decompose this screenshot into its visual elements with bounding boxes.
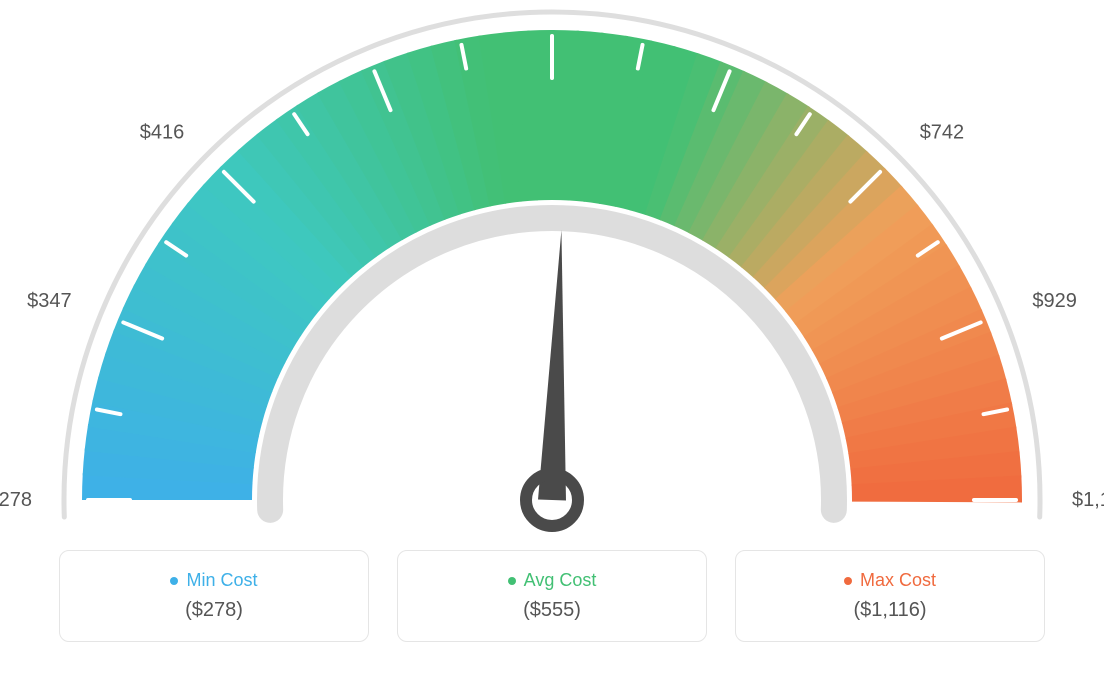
legend-card-max: Max Cost ($1,116) bbox=[735, 550, 1045, 642]
legend-value-max: ($1,116) bbox=[853, 599, 926, 622]
legend-label-max: Max Cost bbox=[860, 570, 936, 591]
legend-value-avg: ($555) bbox=[523, 599, 581, 622]
legend-dot-min bbox=[170, 577, 178, 585]
svg-text:$278: $278 bbox=[0, 489, 32, 511]
svg-text:$742: $742 bbox=[920, 121, 965, 143]
legend-label-avg: Avg Cost bbox=[524, 570, 597, 591]
cost-gauge: $278$347$416$555$742$929$1,116 bbox=[0, 0, 1104, 560]
legend-card-avg: Avg Cost ($555) bbox=[397, 550, 707, 642]
gauge-svg: $278$347$416$555$742$929$1,116 bbox=[0, 0, 1104, 560]
legend-card-min: Min Cost ($278) bbox=[59, 550, 369, 642]
legend-row: Min Cost ($278) Avg Cost ($555) Max Cost… bbox=[0, 550, 1104, 642]
legend-value-min: ($278) bbox=[185, 599, 243, 622]
svg-text:$1,116: $1,116 bbox=[1072, 489, 1104, 511]
legend-dot-avg bbox=[508, 577, 516, 585]
svg-text:$416: $416 bbox=[140, 121, 185, 143]
legend-label-min: Min Cost bbox=[186, 570, 257, 591]
svg-text:$347: $347 bbox=[27, 290, 72, 312]
legend-dot-max bbox=[844, 577, 852, 585]
svg-text:$929: $929 bbox=[1032, 290, 1077, 312]
